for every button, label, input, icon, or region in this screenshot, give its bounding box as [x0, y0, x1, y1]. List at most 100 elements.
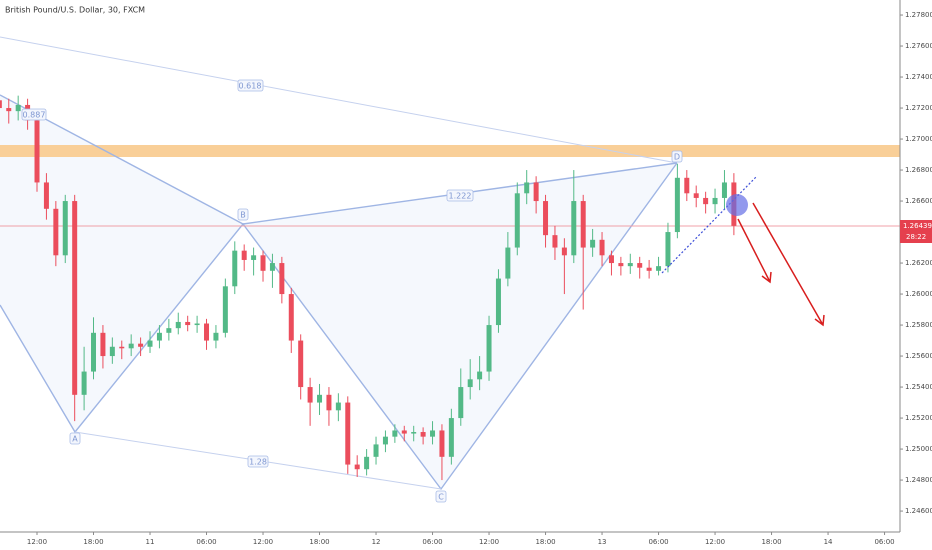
candle-body	[571, 201, 577, 256]
candle-body	[119, 346, 125, 349]
pattern-label: 0.618	[239, 82, 262, 91]
candle-body	[335, 402, 341, 411]
candle-body	[34, 120, 40, 183]
y-tick-label: 1.25200	[905, 414, 932, 422]
x-tick-label: 11	[146, 538, 155, 546]
candle-body	[326, 394, 332, 411]
y-tick-label: 1.27000	[905, 135, 932, 143]
y-tick-label: 1.25400	[905, 383, 932, 391]
x-tick-label: 06:00	[422, 538, 442, 546]
candle-body	[665, 232, 671, 267]
y-tick-label: 1.24600	[905, 507, 932, 515]
candle-body	[345, 402, 351, 465]
candle-body	[298, 340, 304, 388]
candle-body	[128, 343, 134, 349]
x-tick-label: 12:00	[27, 538, 47, 546]
candle-body	[495, 278, 501, 326]
candle-body	[91, 332, 97, 372]
candle-body	[514, 193, 520, 248]
candles	[0, 95, 737, 481]
pattern-fill	[243, 163, 677, 489]
point-label: D	[674, 153, 680, 162]
y-tick-label: 1.26000	[905, 290, 932, 298]
candle-body	[213, 332, 219, 341]
y-tick-label: 1.27400	[905, 73, 932, 81]
pattern-fill	[0, 95, 75, 432]
pattern-label: 1.222	[449, 192, 472, 201]
pattern-label: 1.28	[249, 458, 267, 467]
candle-body	[608, 255, 614, 264]
y-tick-label: 1.27200	[905, 104, 932, 112]
y-tick-label: 1.25800	[905, 321, 932, 329]
candle-body	[505, 247, 511, 279]
candle-body	[524, 182, 530, 194]
candle-body	[618, 263, 624, 267]
candle-body	[392, 430, 398, 437]
pattern-label: 0.887	[23, 111, 46, 120]
candle-body	[232, 250, 238, 287]
candle-body	[599, 239, 605, 256]
candle-body	[204, 323, 210, 341]
candle-body	[552, 235, 558, 248]
candle-body	[251, 255, 257, 260]
x-tick-label: 12:00	[479, 538, 499, 546]
candle-body	[382, 436, 388, 445]
price-axis	[900, 0, 932, 550]
x-tick-label: 12:00	[253, 538, 273, 546]
candle-body	[467, 379, 473, 388]
candle-body	[580, 201, 586, 248]
candle-body	[420, 432, 426, 437]
candle-body	[81, 371, 87, 395]
x-tick-label: 06:00	[874, 538, 894, 546]
countdown: 28:22	[906, 233, 926, 241]
candle-body	[260, 255, 266, 271]
candle-body	[354, 464, 360, 470]
y-tick-label: 1.26600	[905, 197, 932, 205]
candle-body	[486, 325, 492, 372]
candle-body	[72, 201, 78, 395]
candle-body	[53, 208, 59, 256]
x-tick-label: 18:00	[535, 538, 555, 546]
x-tick-label: 18:00	[83, 538, 103, 546]
point-label: A	[72, 435, 78, 444]
price-label-box	[900, 220, 932, 243]
candle-body	[100, 332, 106, 357]
candle-body	[656, 266, 662, 271]
candle-body	[401, 430, 407, 434]
candle-body	[674, 177, 680, 233]
candle-body	[147, 340, 153, 347]
candle-body	[646, 267, 652, 271]
candle-body	[241, 250, 247, 260]
candle-body	[430, 430, 436, 437]
candle-body	[458, 387, 464, 419]
pattern-line	[0, 36, 678, 164]
candle-body	[62, 201, 68, 256]
candle-body	[185, 321, 191, 326]
arrow	[737, 218, 771, 283]
x-tick-label: 13	[598, 538, 607, 546]
x-tick-label: 18:00	[309, 538, 329, 546]
y-tick-label: 1.26800	[905, 166, 932, 174]
resistance-zone	[0, 145, 900, 157]
candle-body	[693, 193, 699, 198]
candle-body	[0, 100, 2, 109]
x-tick-label: 06:00	[196, 538, 216, 546]
candle-body	[138, 343, 144, 347]
arrow	[752, 202, 824, 326]
candle-body	[288, 294, 294, 341]
axes: 1.27800 1.27600 1.27400 1.27200 1.27000 1.268…	[27, 11, 932, 546]
point-label: B	[240, 211, 246, 220]
candle-body	[317, 394, 323, 403]
x-tick-label: 12	[372, 538, 381, 546]
candle-body	[411, 432, 417, 434]
candle-body	[561, 247, 567, 256]
candle-body	[533, 182, 539, 202]
candle-body	[703, 197, 709, 205]
candle-body	[439, 430, 445, 457]
y-tick-label: 1.27600	[905, 42, 932, 50]
x-tick-label: 18:00	[761, 538, 781, 546]
highlight-circle	[726, 194, 748, 216]
y-tick-label: 1.24800	[905, 476, 932, 484]
y-tick-label: 1.25600	[905, 352, 932, 360]
